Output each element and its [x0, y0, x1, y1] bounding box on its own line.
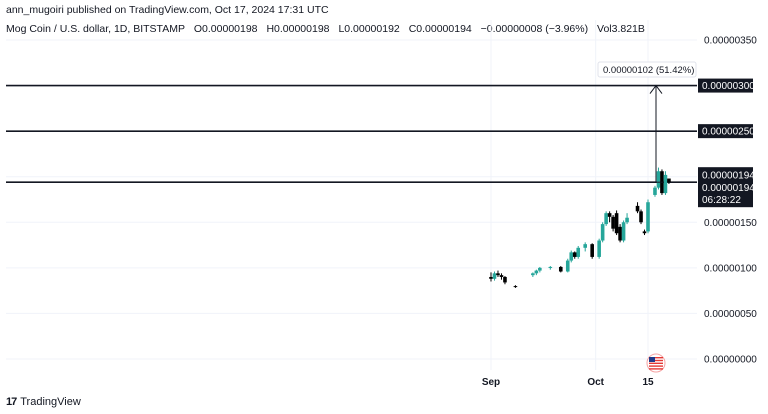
ohlc-low: L0.00000192 — [338, 23, 400, 35]
candle-body — [513, 286, 518, 288]
y-tick-label: 0.00000050 — [704, 309, 757, 320]
candle-body — [646, 202, 650, 232]
volume-value: Vol3.821B — [597, 23, 645, 35]
candle-body — [600, 224, 605, 241]
candle-body — [653, 187, 657, 195]
flag-stripe — [649, 365, 663, 367]
ohlc-high: H0.00000198 — [266, 23, 330, 35]
x-tick-label: Sep — [482, 377, 500, 388]
candle-body — [663, 174, 668, 194]
candle-body — [548, 266, 553, 268]
candle-body — [538, 267, 542, 271]
candle-body — [656, 171, 661, 188]
symbol-name[interactable]: Mog Coin / U.S. dollar, 1D, BITSTAMP — [6, 23, 185, 35]
y-tick-label: 0.00000000 — [704, 355, 757, 366]
measure-label: 0.00000102 (51.42%) — [603, 65, 694, 76]
x-axis: Sep Oct 15 — [482, 377, 654, 388]
y-tick-label: 0.00000150 — [704, 218, 757, 229]
flag-stripe — [649, 368, 663, 370]
chart-grid — [6, 20, 697, 370]
candle-body — [604, 213, 608, 225]
horizontal-lines: 0.00000300 0.00000250 0.000001940.00000194… — [6, 78, 755, 208]
price-tag-label: 0.00000300 — [702, 81, 755, 92]
price-tag — [698, 124, 753, 139]
flag-stripe — [649, 357, 663, 359]
candle-body — [531, 273, 535, 276]
publisher-line: ann_mugoiri published on TradingView.com… — [6, 4, 329, 16]
measure-box — [597, 61, 697, 78]
candle-body — [621, 222, 626, 241]
x-tick-label: Oct — [587, 377, 604, 388]
x-tick-label: 15 — [642, 377, 654, 388]
candle-body — [635, 205, 640, 212]
candle-body — [499, 275, 504, 277]
flag-canton — [649, 357, 655, 362]
y-axis: 0.00000350 0.00000150 0.00000100 0.00000050… — [704, 36, 757, 366]
candlestick-series — [489, 167, 671, 288]
candle-body — [503, 276, 507, 283]
candle-body — [639, 211, 643, 223]
candle-body — [642, 231, 647, 234]
symbol-info-bar: Mog Coin / U.S. dollar, 1D, BITSTAMP O0.… — [6, 23, 651, 35]
price-range-measure: 0.00000102 (51.42%) — [597, 61, 697, 183]
candle-body — [534, 270, 539, 274]
candle-body — [590, 244, 594, 257]
candle-body — [489, 276, 493, 279]
tradingview-logo-icon[interactable]: 17 — [6, 396, 17, 408]
flag-stripe — [649, 359, 663, 362]
current-price-tag — [698, 167, 753, 208]
candle-body — [611, 216, 615, 229]
candle-body — [569, 252, 574, 261]
candle-body — [496, 273, 500, 276]
candle-body — [667, 178, 671, 183]
measure-arrowhead — [649, 84, 663, 94]
current-price-label: 0.00000194 — [702, 171, 755, 182]
ohlc-open: O0.00000198 — [193, 23, 258, 35]
countdown-label: 06:28:22 — [702, 195, 741, 206]
candle-body — [607, 213, 612, 217]
candle-body — [558, 266, 563, 272]
footer-brand[interactable]: TradingView — [20, 396, 81, 408]
candle-body — [597, 240, 601, 257]
price-tag — [698, 78, 753, 93]
us-flag-icon — [646, 353, 666, 373]
candle-body — [614, 213, 619, 234]
flag-stripe — [649, 362, 663, 364]
candle-body — [576, 247, 581, 257]
ohlc-close: C0.00000194 — [408, 23, 472, 35]
candle-body — [583, 244, 587, 248]
candle-body — [572, 252, 577, 257]
y-tick-label: 0.00000350 — [704, 36, 757, 47]
price-tag-label: 0.00000250 — [702, 127, 755, 138]
ohlc-change: −0.00000008 (−3.96%) — [480, 23, 589, 35]
candle-body — [625, 217, 629, 223]
footer: 17 TradingView — [6, 396, 81, 408]
candle-body — [565, 260, 570, 272]
candle-body — [492, 273, 497, 279]
candle-body — [618, 226, 622, 241]
y-tick-label: 0.00000100 — [704, 263, 757, 274]
current-price-repeat: 0.00000194 — [702, 183, 755, 194]
